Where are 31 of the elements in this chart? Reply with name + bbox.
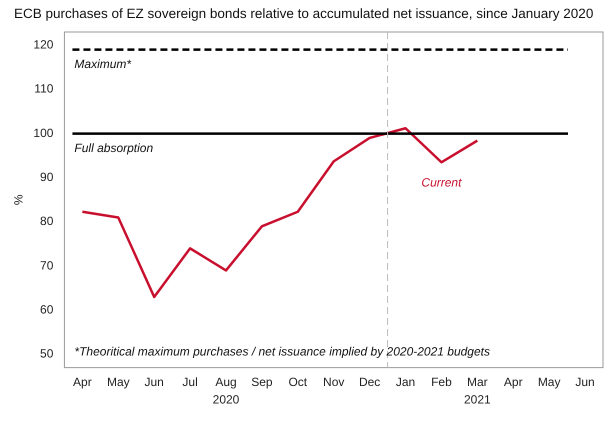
x-tick-label: Jan [396, 375, 416, 390]
y-tick-label: 120 [33, 38, 54, 52]
chart-title: ECB purchases of EZ sovereign bonds relative to accumulated net issuance, since January 2020 [14, 6, 594, 21]
y-axis-title: % [12, 194, 26, 206]
x-tick-label: Apr [504, 375, 523, 390]
y-tick-label: 70 [40, 258, 54, 272]
x-tick-label: Apr [73, 375, 92, 390]
x-tick-label: Dec [358, 375, 380, 390]
y-tick-label: 110 [34, 82, 54, 96]
x-tick-label: Sep [251, 375, 273, 390]
ref-line-label: Maximum* [74, 57, 132, 72]
x-tick-label: Jul [182, 375, 198, 390]
x-tick-label: Jun [144, 375, 164, 390]
x-tick-label: Feb [431, 375, 452, 390]
x-tick-label: Jun [575, 375, 595, 390]
text: 2020 [212, 392, 240, 407]
y-tick-label: 80 [40, 214, 54, 228]
x-tick-label: Aug [215, 375, 237, 390]
annotation: *Theoritical maximum purchases / net issuance implied by 2020-2021 budgets [74, 344, 490, 359]
x-tick-label: Mar [466, 375, 488, 390]
y-tick-label: 90 [40, 170, 54, 184]
text: 2021 [464, 392, 491, 407]
x-tick-label: Oct [288, 375, 308, 390]
y-tick-label: 60 [40, 302, 54, 317]
y-tick-label: 100 [33, 126, 54, 140]
x-tick-label: May [106, 375, 130, 390]
x-tick-label: Nov [323, 375, 344, 390]
x-tick-label: May [538, 375, 560, 390]
y-tick-label: 50 [40, 346, 54, 361]
ref-line-label: Full absorption [74, 140, 154, 155]
annotation: Current [421, 175, 462, 190]
